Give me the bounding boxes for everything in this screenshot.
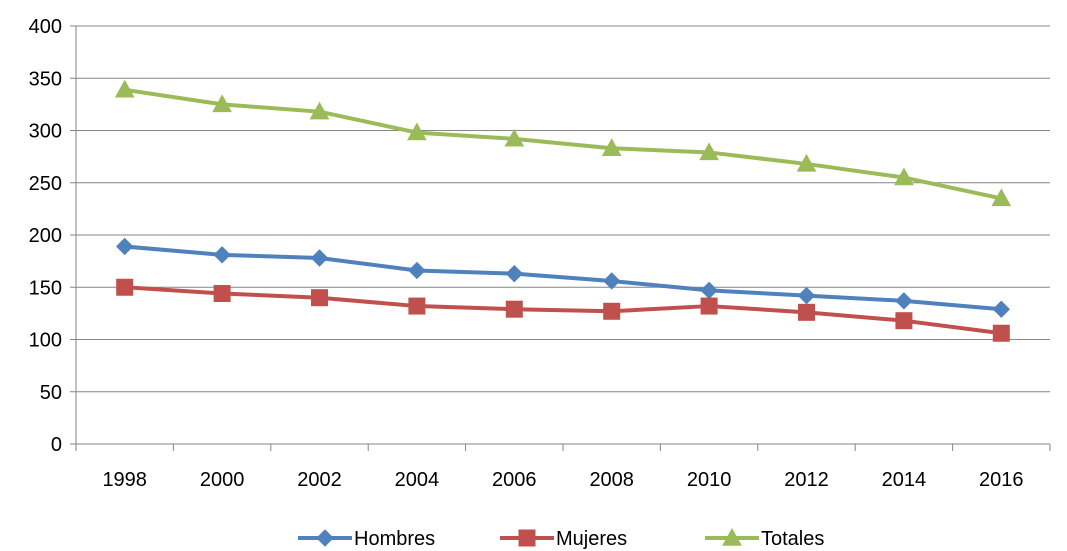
legend-item-totales: Totales (705, 527, 824, 550)
data-point-hombres (310, 249, 329, 267)
data-point-hombres (408, 261, 426, 280)
data-point-hombres (700, 281, 718, 300)
axes: 0 50 100 150 200 250 300 350 400 1998 2000 2002 2004… (29, 16, 1051, 491)
y-tick-label: 150 (29, 277, 62, 299)
data-point-mujeres (311, 289, 328, 307)
legend-item-mujeres: Mujeres (500, 528, 627, 550)
series-line-hombres (122, 244, 1004, 312)
series-layer (114, 79, 1012, 342)
x-tick-label: 2012 (784, 469, 829, 491)
gridlines (76, 25, 1050, 393)
series-mujeres (116, 278, 1010, 342)
legend: Hombres Mujeres Totales (298, 527, 824, 550)
data-point-totales (894, 167, 914, 186)
x-tick-label: 2014 (882, 469, 927, 491)
legend-label-totales: Totales (761, 528, 824, 550)
y-tick-label: 200 (29, 225, 62, 247)
data-point-totales (601, 138, 622, 156)
x-tick-label: 2006 (492, 469, 537, 491)
data-point-hombres (992, 300, 1011, 318)
y-tick-label: 350 (29, 68, 62, 90)
legend-label-mujeres: Mujeres (556, 528, 627, 550)
data-point-hombres (602, 272, 621, 290)
data-point-totales (796, 153, 817, 172)
data-point-totales (504, 128, 525, 147)
x-tick-label: 2002 (297, 469, 342, 491)
data-point-totales (991, 188, 1012, 207)
data-point-mujeres (116, 278, 134, 296)
data-point-mujeres (700, 297, 718, 315)
data-point-mujeres (992, 324, 1010, 342)
series-totales (114, 79, 1012, 207)
data-point-hombres (797, 286, 816, 305)
data-point-mujeres (603, 302, 621, 320)
data-point-totales (309, 101, 330, 120)
data-point-mujeres (798, 303, 815, 321)
data-point-totales (212, 94, 232, 113)
data-point-hombres (895, 292, 913, 310)
data-point-hombres (213, 246, 231, 264)
data-point-totales (114, 79, 135, 98)
series-hombres (115, 237, 1011, 318)
series-line-mujeres (122, 285, 1004, 336)
data-point-hombres (115, 237, 134, 256)
y-tick-label: 0 (51, 434, 62, 456)
y-tick-label: 50 (40, 382, 62, 404)
y-tick-label: 400 (29, 16, 62, 38)
legend-item-hombres: Hombres (298, 528, 435, 550)
data-point-totales (407, 122, 427, 141)
data-point-mujeres (505, 300, 523, 318)
legend-marker-totales (722, 527, 742, 546)
x-tick-label: 2016 (979, 469, 1024, 491)
y-tick-label: 250 (29, 173, 62, 195)
data-point-mujeres (408, 297, 426, 315)
data-point-mujeres (895, 312, 913, 330)
x-tick-label: 1998 (102, 469, 147, 491)
x-tick-label: 2004 (395, 469, 440, 491)
data-point-totales (699, 142, 719, 161)
data-point-hombres (505, 264, 524, 283)
legend-label-hombres: Hombres (354, 528, 435, 550)
legend-marker-mujeres (518, 529, 536, 547)
y-tick-label: 300 (29, 121, 62, 143)
data-point-mujeres (213, 285, 231, 303)
y-tick-label: 100 (29, 330, 62, 352)
x-tick-label: 2000 (200, 469, 245, 491)
series-line-totales (122, 87, 1004, 201)
legend-marker-hombres (316, 529, 334, 547)
x-tick-label: 2008 (589, 469, 634, 491)
x-tick-label: 2010 (687, 469, 732, 491)
